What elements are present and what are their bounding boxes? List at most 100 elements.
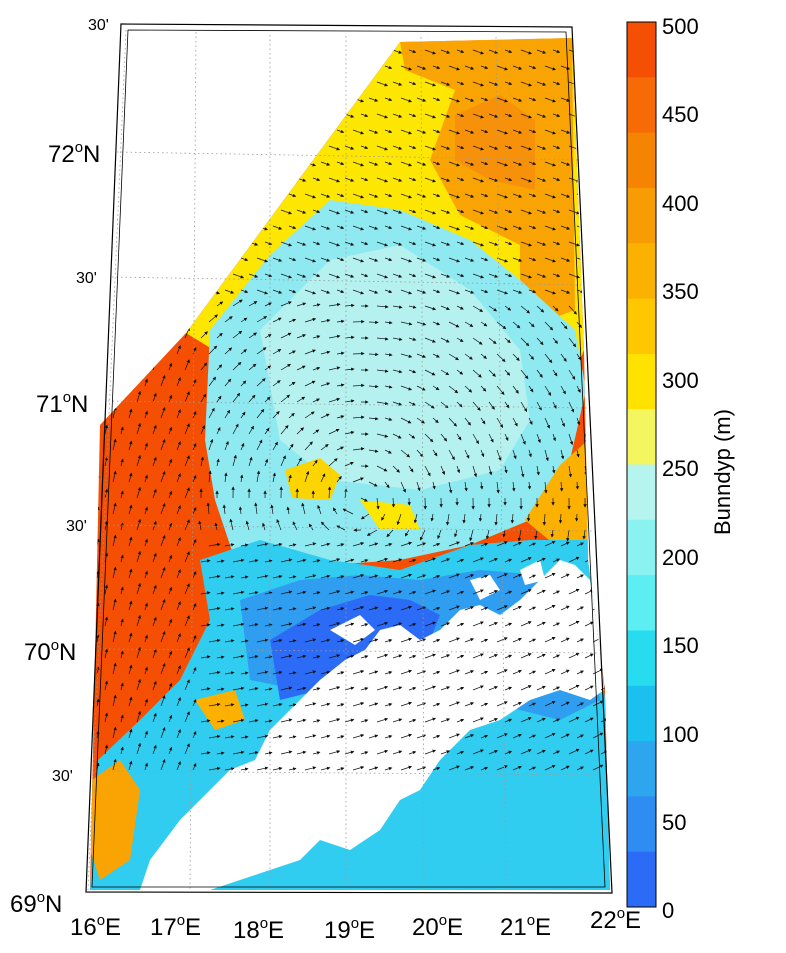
lon-label-16E: 16oE [70, 912, 121, 941]
current-vector-arrow [304, 289, 317, 295]
current-vector-arrow [216, 209, 225, 214]
colorbar-band [627, 741, 656, 797]
current-vector-arrow [232, 241, 245, 247]
current-vector-arrow [536, 209, 547, 214]
current-vector-arrow [416, 606, 427, 611]
current-vector-arrow [376, 273, 389, 279]
current-vector-arrow [376, 497, 380, 510]
current-vector-arrow [104, 168, 109, 179]
current-vector-arrow [528, 321, 535, 328]
current-vector-arrow [136, 230, 142, 243]
current-vector-arrow [432, 257, 441, 262]
current-vector-arrow [528, 225, 537, 230]
current-vector-arrow [152, 584, 157, 595]
current-vector-arrow [301, 502, 306, 515]
current-vector-arrow [576, 542, 584, 547]
current-vector-arrow [456, 49, 465, 54]
current-vector-arrow [368, 225, 379, 230]
current-vector-arrow [504, 209, 513, 214]
current-vector-arrow [448, 385, 459, 394]
current-vector-arrow [400, 257, 413, 263]
current-vector-arrow [104, 264, 109, 275]
current-vector-arrow [424, 113, 437, 119]
current-vector-arrow [128, 504, 133, 515]
current-vector-arrow [552, 558, 560, 563]
current-vector-arrow [496, 289, 509, 295]
current-vector-arrow [384, 320, 393, 325]
current-vector-arrow [320, 542, 331, 547]
current-vector-arrow [120, 586, 124, 595]
colorbar-tick-200: 200 [662, 545, 699, 570]
current-vector-arrow [568, 465, 573, 478]
current-vector-arrow [448, 225, 461, 231]
current-vector-arrow [512, 605, 522, 611]
current-vector-arrow [292, 521, 298, 531]
current-vector-arrow [464, 321, 474, 327]
current-vector-arrow [336, 415, 345, 419]
current-vector-arrow [552, 241, 561, 246]
current-vector-arrow [208, 542, 221, 547]
current-vector-arrow [304, 606, 317, 611]
current-vector-arrow [576, 353, 582, 361]
current-vector-arrow [168, 74, 173, 83]
current-vector-arrow [312, 303, 321, 307]
current-vector-arrow [216, 458, 220, 467]
current-vector-arrow [496, 193, 509, 199]
current-vector-arrow [232, 113, 245, 119]
current-vector-arrow [152, 648, 157, 659]
current-vector-arrow [590, 513, 595, 526]
current-vector-arrow [120, 650, 124, 659]
current-vector-arrow [440, 465, 446, 475]
current-vector-arrow [320, 473, 326, 483]
current-vector-arrow [560, 385, 566, 395]
current-vector-arrow [96, 122, 100, 131]
current-vector-arrow [104, 488, 109, 499]
current-vector-arrow [544, 541, 556, 547]
current-vector-arrow [128, 600, 133, 611]
current-vector-arrow [280, 332, 292, 339]
current-vector-arrow [144, 634, 148, 643]
current-vector-arrow [512, 541, 522, 547]
current-vector-arrow [312, 591, 321, 595]
lon-label-17E: 17oE [150, 912, 201, 941]
current-vector-arrow [176, 568, 181, 579]
current-vector-arrow [304, 65, 317, 71]
current-vector-arrow [320, 65, 331, 70]
current-vector-arrow [264, 81, 273, 86]
colorbar-band [627, 685, 656, 742]
current-vector-arrow [368, 129, 379, 134]
current-vector-arrow [168, 554, 173, 563]
current-vector-arrow [392, 177, 403, 182]
current-vector-arrow [296, 558, 307, 563]
current-vector-arrow [472, 589, 484, 595]
current-vector-arrow [312, 177, 321, 182]
current-vector-arrow [448, 129, 461, 135]
lat-label-69N: 69oN [10, 889, 62, 918]
current-vector-arrow [392, 113, 403, 118]
current-vector-arrow [432, 385, 440, 391]
current-vector-arrow [480, 542, 489, 547]
current-vector-arrow [272, 65, 283, 70]
current-vector-arrow [336, 475, 342, 483]
current-vector-arrow [536, 145, 547, 150]
current-vector-arrow [144, 186, 148, 195]
current-vector-arrow [520, 369, 529, 380]
current-vector-arrow [598, 529, 603, 538]
current-vector-arrow [272, 349, 282, 355]
current-vector-arrow [214, 522, 218, 531]
current-vector-arrow [208, 470, 212, 483]
current-vector-arrow [368, 574, 379, 579]
current-vector-arrow [592, 129, 605, 135]
current-vector-arrow [320, 318, 331, 323]
current-vector-arrow [216, 273, 225, 278]
current-vector-arrow [144, 378, 148, 387]
current-vector-arrow [160, 150, 166, 163]
colorbar-tick-100: 100 [662, 722, 699, 747]
current-vector-arrow [152, 488, 157, 499]
current-vector-arrow [272, 380, 281, 387]
current-vector-arrow [192, 378, 197, 387]
colorbar-band [627, 519, 656, 576]
current-vector-arrow [352, 225, 365, 231]
current-vector-arrow [472, 369, 482, 378]
current-vector-arrow [448, 541, 460, 547]
